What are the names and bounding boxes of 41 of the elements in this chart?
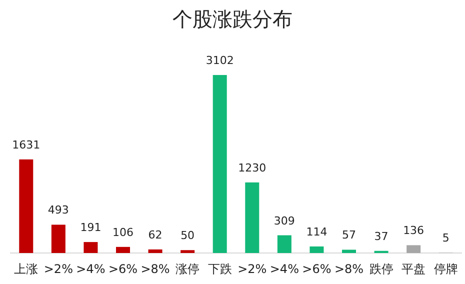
data-label: 37 [374, 230, 388, 243]
data-label: 114 [306, 225, 328, 238]
x-tick-label: >8% [140, 262, 170, 276]
bar [148, 249, 162, 253]
x-tick-label: 涨停 [176, 262, 200, 276]
bar [212, 75, 227, 253]
data-label: 57 [342, 228, 356, 242]
x-tick-label: 下跌 [208, 262, 232, 276]
x-tick-label: >6% [108, 262, 138, 276]
bar [342, 250, 356, 253]
bar [180, 250, 195, 253]
data-label: 3102 [206, 54, 234, 67]
bar [51, 224, 66, 253]
bar [116, 246, 130, 253]
data-label: 1230 [238, 161, 266, 174]
bar [406, 245, 421, 253]
x-tick-label: 跌停 [369, 262, 394, 276]
bar [19, 159, 34, 253]
data-label: 191 [80, 221, 102, 234]
data-label: 493 [48, 204, 69, 217]
data-label: 136 [403, 224, 424, 238]
data-label: 62 [148, 228, 162, 242]
bar [277, 235, 292, 253]
bar [84, 242, 98, 253]
bar [245, 182, 260, 253]
data-label: 1631 [12, 138, 40, 152]
x-tick-label: 停牌 [434, 262, 458, 276]
x-tick-label: 平盘 [402, 262, 426, 276]
bar [310, 246, 324, 253]
data-label: 106 [112, 226, 134, 239]
x-tick-label: >2% [238, 262, 267, 276]
x-tick-label: 上涨 [14, 262, 38, 276]
data-label: 5 [442, 232, 450, 245]
x-tick-label: >8% [334, 262, 364, 276]
x-tick-label: >4% [76, 262, 106, 276]
x-tick-label: >4% [270, 262, 299, 276]
x-tick-label: >6% [302, 262, 332, 276]
data-label: 309 [274, 214, 295, 228]
chart-title: 个股涨跌分布 [172, 7, 292, 31]
data-label: 50 [180, 229, 195, 242]
x-tick-label: >2% [44, 262, 73, 276]
